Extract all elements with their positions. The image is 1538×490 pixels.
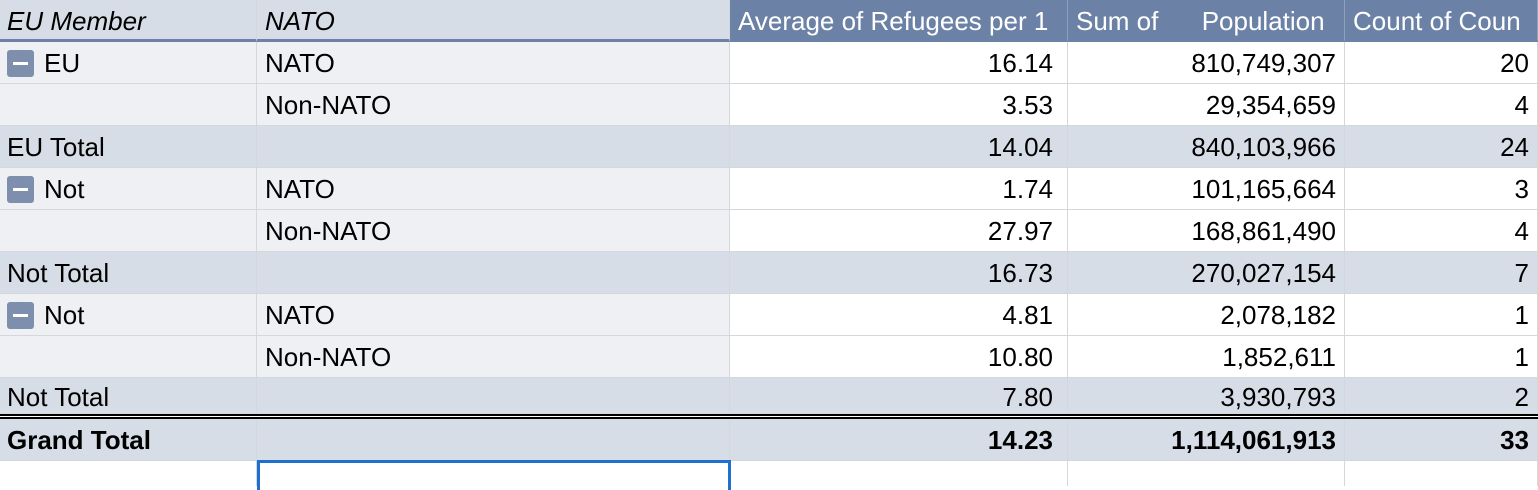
row-label-cell[interactable]: Not [0,294,257,336]
nato-cell[interactable]: Non-NATO [257,336,730,378]
header-eu-member[interactable]: EU Member [0,0,257,42]
table-row: EU NATO 16.14 810,749,307 20 [0,42,1538,84]
grand-total-label[interactable]: Grand Total [0,419,257,461]
grand-total-average[interactable]: 14.23 [730,419,1068,461]
nato-cell[interactable]: Non-NATO [257,210,730,252]
count-cell[interactable]: 24 [1345,126,1538,168]
row-label-cell[interactable]: Not [0,168,257,210]
nato-cell[interactable] [257,419,730,461]
average-cell[interactable]: 10.80 [730,336,1068,378]
population-cell[interactable]: 168,861,490 [1068,210,1345,252]
row-label-cell[interactable] [0,210,257,252]
table-row: Non-NATO 3.53 29,354,659 4 [0,84,1538,126]
row-label-cell[interactable]: Not Total [0,378,257,414]
empty-cell[interactable] [730,461,1068,486]
subtotal-row: Not Total 16.73 270,027,154 7 [0,252,1538,294]
count-cell[interactable]: 20 [1345,42,1538,84]
row-label-cell[interactable] [0,84,257,126]
row-label-cell[interactable]: EU [0,42,257,84]
grand-total-row: Grand Total 14.23 1,114,061,913 33 [0,419,1538,461]
collapse-minus-icon[interactable] [7,301,34,329]
population-cell[interactable]: 29,354,659 [1068,84,1345,126]
table-row: Non-NATO 27.97 168,861,490 4 [0,210,1538,252]
header-nato[interactable]: NATO [257,0,730,42]
count-cell[interactable]: 4 [1345,84,1538,126]
active-cell-selection[interactable] [257,460,731,490]
nato-cell[interactable]: NATO [257,294,730,336]
row-label-cell[interactable] [0,336,257,378]
grand-total-population[interactable]: 1,114,061,913 [1068,419,1345,461]
empty-cell[interactable] [1068,461,1345,486]
nato-cell[interactable] [257,378,730,414]
table-row: Not NATO 4.81 2,078,182 1 [0,294,1538,336]
count-cell[interactable]: 2 [1345,378,1538,414]
header-row: EU Member NATO Average of Refugees per 1… [0,0,1538,42]
nato-cell[interactable]: NATO [257,42,730,84]
empty-cell[interactable] [0,461,257,486]
average-cell[interactable]: 16.14 [730,42,1068,84]
count-cell[interactable]: 3 [1345,168,1538,210]
table-row: Non-NATO 10.80 1,852,611 1 [0,336,1538,378]
collapse-minus-icon[interactable] [7,49,34,77]
table-row: Not NATO 1.74 101,165,664 3 [0,168,1538,210]
average-cell[interactable]: 3.53 [730,84,1068,126]
population-cell[interactable]: 270,027,154 [1068,252,1345,294]
row-label: EU [44,48,81,78]
subtotal-row: Not Total 7.80 3,930,793 2 [0,378,1538,414]
row-label-cell[interactable]: EU Total [0,126,257,168]
count-cell[interactable]: 7 [1345,252,1538,294]
population-cell[interactable]: 2,078,182 [1068,294,1345,336]
count-cell[interactable]: 4 [1345,210,1538,252]
grand-total-divider [0,414,1538,419]
count-cell[interactable]: 1 [1345,294,1538,336]
empty-row [0,461,1538,486]
population-cell[interactable]: 840,103,966 [1068,126,1345,168]
average-cell[interactable]: 14.04 [730,126,1068,168]
row-label: Not [44,300,85,330]
population-cell[interactable]: 1,852,611 [1068,336,1345,378]
nato-cell[interactable]: NATO [257,168,730,210]
subtotal-row: EU Total 14.04 840,103,966 24 [0,126,1538,168]
header-sum-population[interactable]: Sum of Population [1068,0,1345,42]
count-cell[interactable]: 1 [1345,336,1538,378]
average-cell[interactable]: 4.81 [730,294,1068,336]
population-cell[interactable]: 3,930,793 [1068,378,1345,414]
average-cell[interactable]: 16.73 [730,252,1068,294]
row-label: Not [44,174,85,204]
header-count-countries[interactable]: Count of Coun [1345,0,1538,42]
collapse-minus-icon[interactable] [7,175,34,203]
population-cell[interactable]: 101,165,664 [1068,168,1345,210]
nato-cell[interactable] [257,126,730,168]
average-cell[interactable]: 1.74 [730,168,1068,210]
nato-cell[interactable]: Non-NATO [257,84,730,126]
average-cell[interactable]: 27.97 [730,210,1068,252]
empty-cell[interactable] [1345,461,1538,486]
grand-total-count[interactable]: 33 [1345,419,1538,461]
average-cell[interactable]: 7.80 [730,378,1068,414]
population-cell[interactable]: 810,749,307 [1068,42,1345,84]
nato-cell[interactable] [257,252,730,294]
row-label-cell[interactable]: Not Total [0,252,257,294]
header-average-refugees[interactable]: Average of Refugees per 1 [730,0,1068,42]
